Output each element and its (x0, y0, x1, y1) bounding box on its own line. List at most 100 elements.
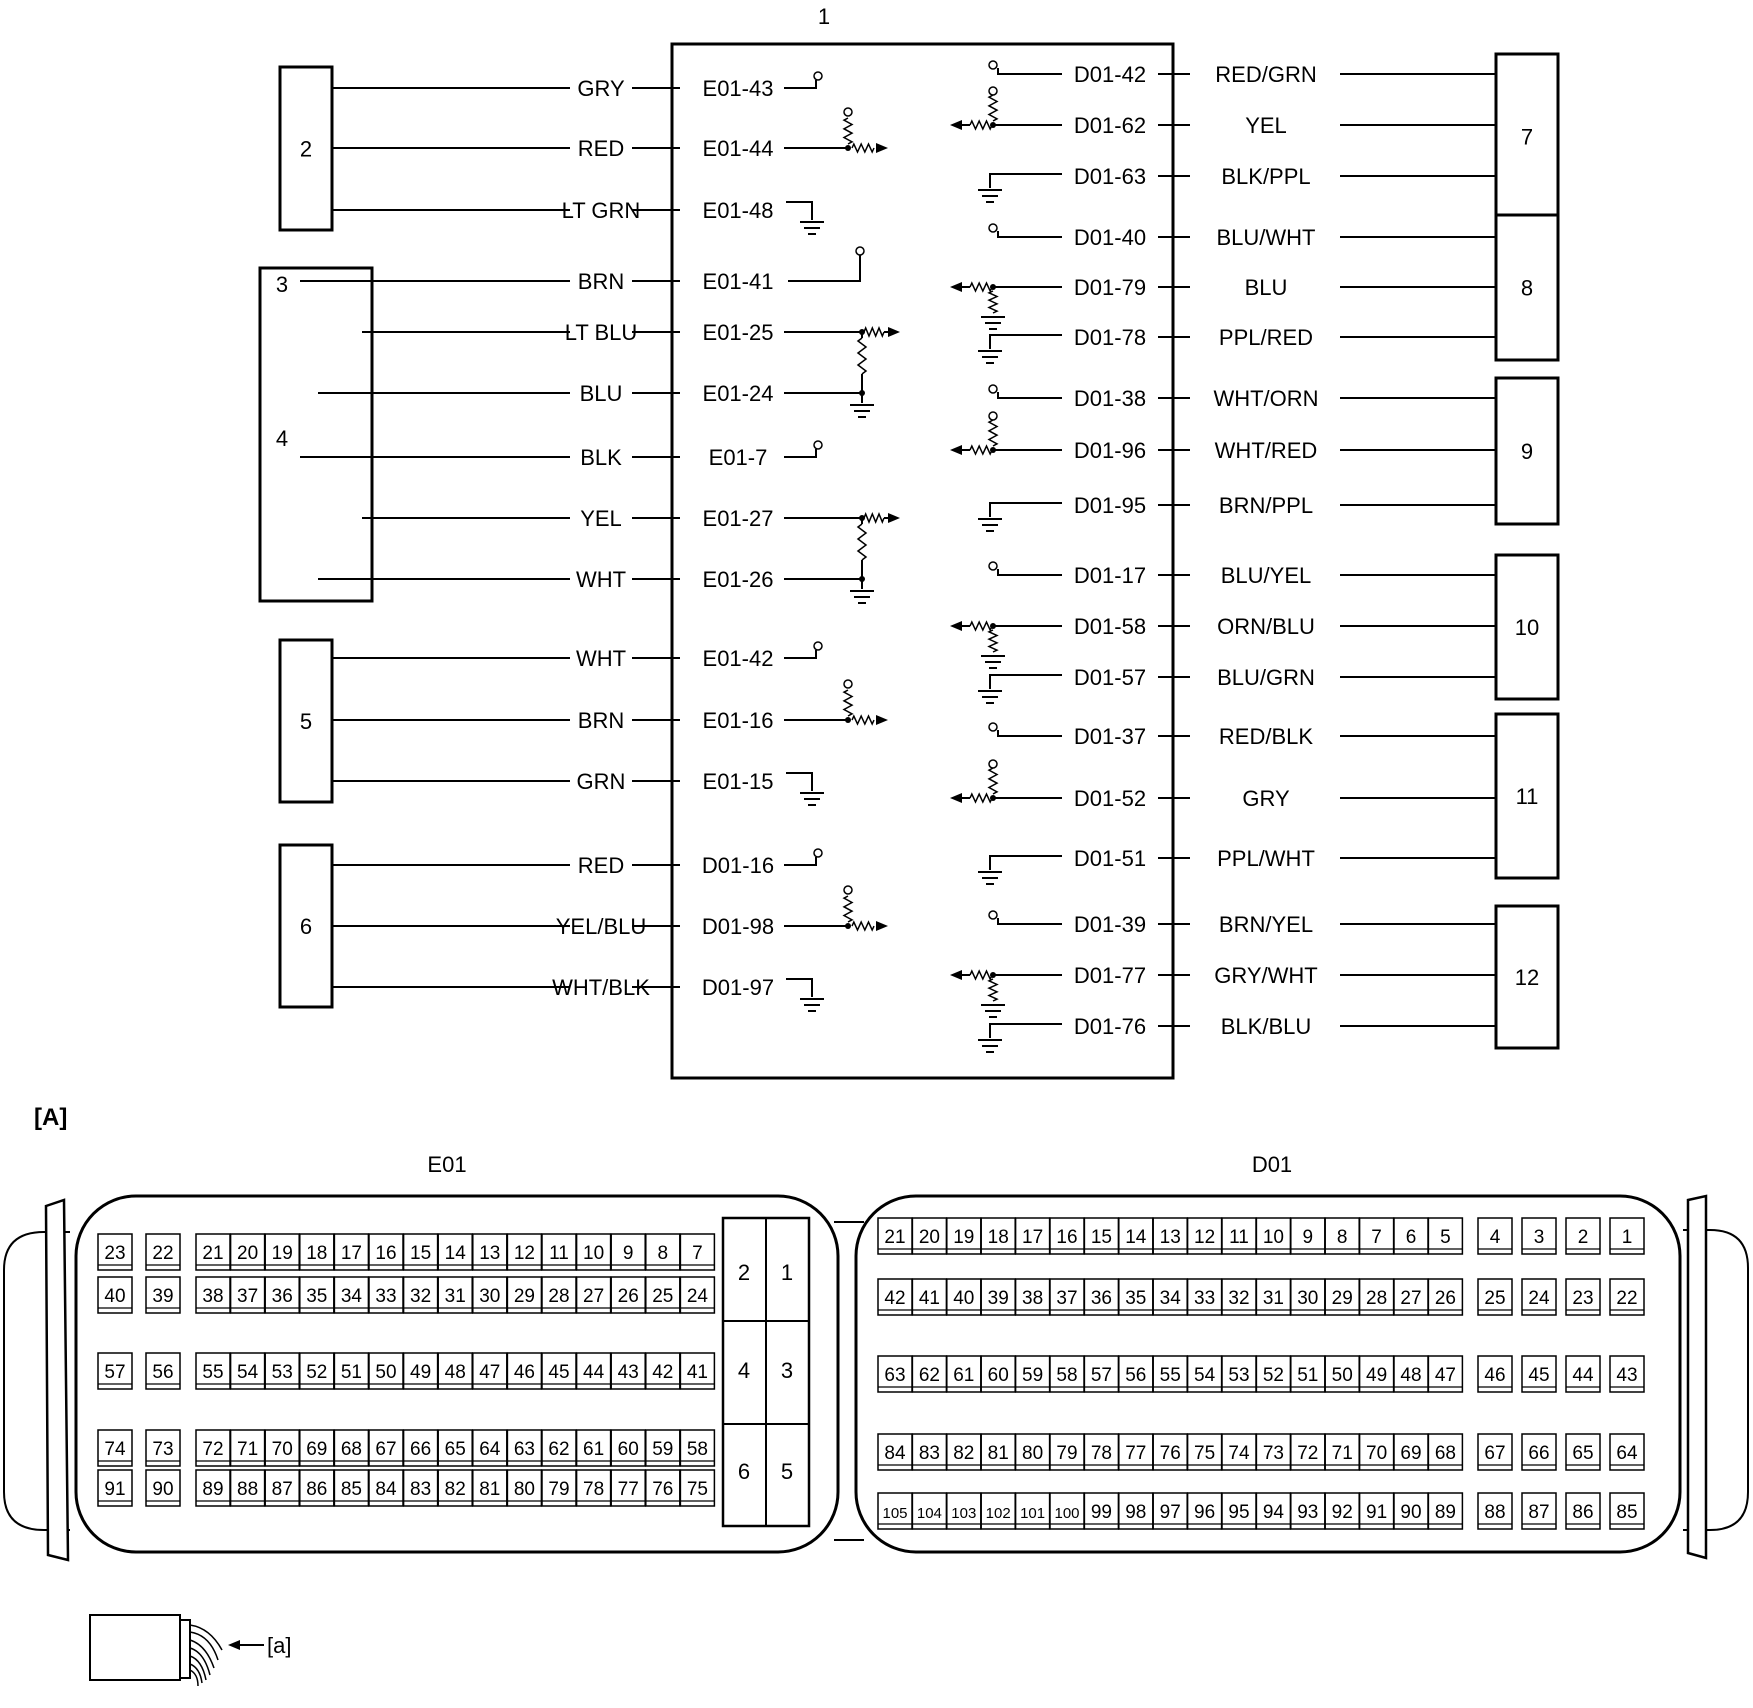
pin-d01-66: 66 (1521, 1433, 1557, 1471)
pin-e01-57: 57 (97, 1352, 133, 1390)
component-label: 11 (1516, 784, 1539, 809)
wire-d01-79: D01-79 BLU (950, 275, 1496, 330)
component-label: 7 (1521, 125, 1533, 150)
wire-color-label: BRN/YEL (1219, 912, 1313, 937)
pin-d01-81: 81 (980, 1433, 1016, 1471)
pin-number: 84 (884, 1443, 906, 1464)
pin-number: 33 (1194, 1288, 1215, 1309)
pin-d01-89: 89 (1427, 1492, 1464, 1530)
component-box (1494, 553, 1560, 701)
pin-label: D01-37 (1074, 724, 1146, 749)
pin-number: 60 (618, 1439, 639, 1460)
pin-d01-70: 70 (1358, 1433, 1395, 1471)
pin-number: 30 (1297, 1288, 1318, 1309)
pin-e01-55: 55 (195, 1352, 231, 1390)
pin-e01-31: 31 (437, 1276, 473, 1314)
pin-e01-37: 37 (229, 1276, 266, 1314)
pin-number: 54 (237, 1362, 259, 1383)
pin-label: E01-48 (703, 198, 774, 223)
pin-d01-5: 5 (1427, 1217, 1464, 1255)
pin-e01-12: 12 (506, 1233, 543, 1271)
pin-number: 105 (882, 1505, 907, 1522)
pin-label: D01-58 (1074, 614, 1146, 639)
pin-number: 21 (884, 1227, 905, 1248)
pin-e01-60: 60 (610, 1429, 646, 1467)
pin-number: 51 (341, 1362, 362, 1383)
pin-d01-18: 18 (980, 1217, 1016, 1255)
pin-d01-33: 33 (1186, 1278, 1223, 1316)
pin-d01-39: 39 (980, 1278, 1016, 1316)
wire-d01-77: D01-77 GRY/WHT (950, 963, 1496, 1018)
pin-e01-1: 1 (781, 1260, 793, 1285)
pin-d01-2: 2 (1565, 1217, 1601, 1255)
component-5: 5 WHT E01-42 BRN E01-16 GRN E01-15 (278, 638, 888, 806)
pin-d01-57: 57 (1083, 1355, 1120, 1393)
pin-number: 30 (479, 1286, 500, 1307)
pin-number: 78 (583, 1479, 604, 1500)
pin-d01-85: 85 (1609, 1492, 1645, 1530)
pin-d01-77: 77 (1118, 1433, 1154, 1471)
pin-number: 55 (1160, 1365, 1181, 1386)
wire-e01-27: YEL E01-27 (362, 506, 900, 579)
pin-e01-30: 30 (472, 1276, 508, 1314)
pin-label: D01-76 (1074, 1014, 1146, 1039)
wire-color-label: PPL/WHT (1217, 846, 1315, 871)
pin-number: 72 (1297, 1443, 1318, 1464)
pin-d01-69: 69 (1393, 1433, 1429, 1471)
pin-label: D01-51 (1074, 846, 1146, 871)
pin-d01-32: 32 (1221, 1278, 1257, 1316)
pin-d01-16: 16 (1049, 1217, 1085, 1255)
pin-number: 35 (1125, 1288, 1146, 1309)
wire-d01-78: D01-78 PPL/RED (978, 325, 1496, 364)
wire-e01-15: GRN E01-15 (332, 769, 824, 806)
pin-d01-10: 10 (1255, 1217, 1292, 1255)
pin-number: 62 (919, 1365, 940, 1386)
pin-e01-91: 91 (97, 1469, 133, 1507)
left-wiring: 2 GRY E01-43 RED E01-44 LT GRN E01-48 3 BRN E01-4… (258, 65, 900, 1012)
pin-e01-52: 52 (299, 1352, 335, 1390)
pin-label: E01-7 (709, 445, 768, 470)
pin-e01-63: 63 (506, 1429, 543, 1467)
pin-number: 15 (410, 1243, 431, 1264)
pin-e01-85: 85 (333, 1469, 370, 1507)
wire-e01-43: GRY E01-43 (332, 71, 823, 101)
pin-number: 38 (1022, 1288, 1043, 1309)
pin-number: 27 (1400, 1288, 1421, 1309)
wire-color-label: GRN (577, 769, 626, 794)
component-8: 8 D01-40 BLU/WHT D01-79 BLU D01-78 PPL/RED (950, 213, 1560, 364)
pin-d01-64: 64 (1609, 1433, 1645, 1471)
pin-e01-16: 16 (368, 1233, 404, 1271)
wire-d01-17: D01-17 BLU/YEL (988, 561, 1496, 588)
pin-number: 46 (514, 1362, 535, 1383)
pin-label: E01-15 (703, 769, 774, 794)
pin-number: 12 (514, 1243, 535, 1264)
pin-d01-52: 52 (1255, 1355, 1292, 1393)
pin-number: 69 (1400, 1443, 1421, 1464)
pin-label: D01-63 (1074, 164, 1146, 189)
connector-e01-label: E01 (427, 1152, 466, 1177)
pin-e01-51: 51 (333, 1352, 370, 1390)
pin-number: 58 (1056, 1365, 1077, 1386)
pin-d01-22: 22 (1609, 1278, 1645, 1316)
pin-number: 59 (652, 1439, 673, 1460)
pin-number: 41 (919, 1288, 940, 1309)
pin-e01-13: 13 (472, 1233, 508, 1271)
connector-d01-label: D01 (1252, 1152, 1292, 1177)
sensor-box-3-4 (258, 266, 374, 603)
pin-d01-24: 24 (1521, 1278, 1557, 1316)
pin-number: 83 (410, 1479, 431, 1500)
pin-e01-62: 62 (541, 1429, 577, 1467)
pin-number: 12 (1194, 1227, 1215, 1248)
connector-housing (3, 1194, 1749, 1562)
pin-number: 23 (1572, 1288, 1593, 1309)
pin-d01-91: 91 (1358, 1492, 1395, 1530)
pin-number: 59 (1022, 1365, 1043, 1386)
component-label: 9 (1521, 439, 1533, 464)
pin-e01-54: 54 (229, 1352, 266, 1390)
pin-number: 31 (445, 1286, 466, 1307)
pin-d01-26: 26 (1427, 1278, 1464, 1316)
pin-e01-70: 70 (264, 1429, 300, 1467)
pin-e01-48: 48 (437, 1352, 473, 1390)
pin-number: 31 (1263, 1288, 1284, 1309)
